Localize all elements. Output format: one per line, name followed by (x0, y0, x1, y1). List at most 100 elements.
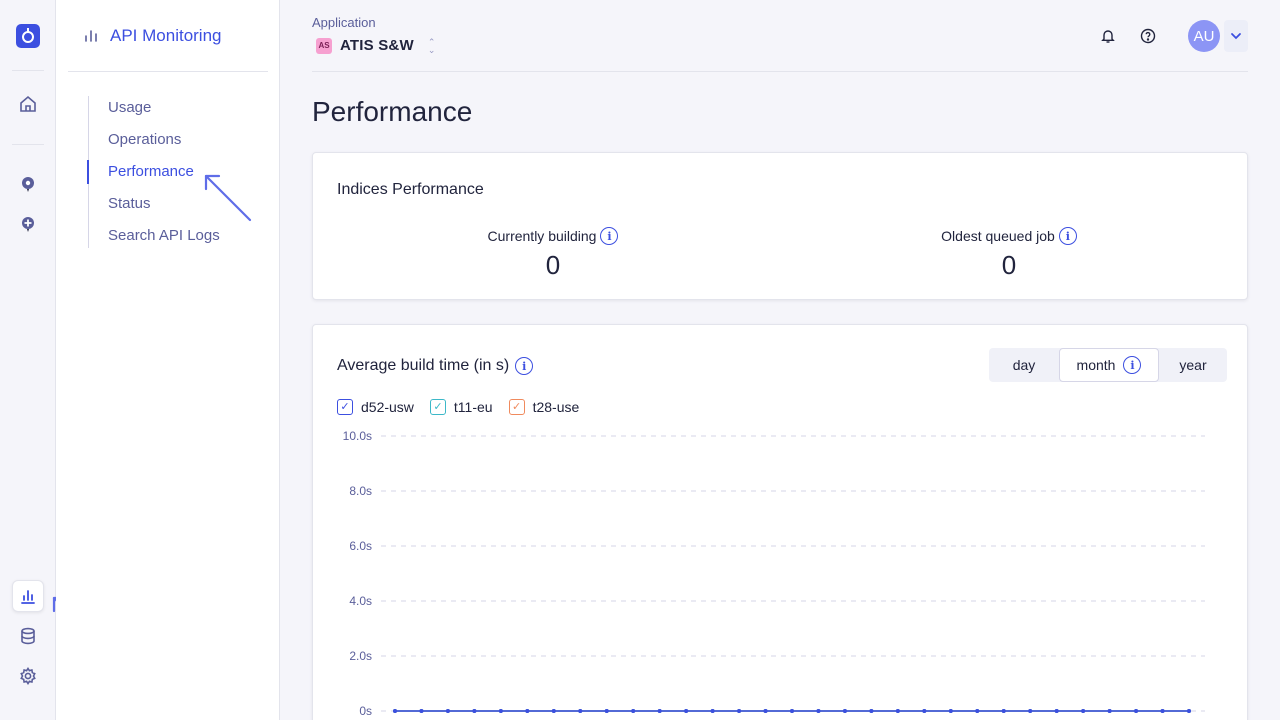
data-point-d52-usw (604, 709, 609, 713)
period-month-label: month (1076, 357, 1116, 373)
data-point-d52-usw (1081, 709, 1086, 713)
currently-building-metric: Currently building i 0 (403, 227, 703, 281)
data-point-d52-usw (657, 709, 662, 713)
indices-performance-card: Indices Performance Currently building i… (312, 152, 1248, 300)
data-point-d52-usw (445, 709, 450, 713)
y-tick-label: 8.0s (349, 484, 372, 498)
build-time-title-row: Average build time (in s) i (337, 357, 534, 375)
checkbox-check-icon[interactable]: ✓ (337, 399, 353, 415)
rail-divider (12, 144, 44, 145)
checkbox-check-icon[interactable]: ✓ (429, 399, 446, 415)
nav-active-indicator (87, 160, 89, 184)
data-point-d52-usw (1134, 709, 1139, 713)
sidebar-item-performance[interactable]: Performance (108, 163, 194, 180)
application-selector[interactable]: AS ATIS S&W ⌃ ⌄ (316, 37, 435, 54)
application-label: Application (312, 15, 376, 30)
section-sidebar: API Monitoring Usage Operations Performa… (56, 0, 280, 720)
data-point-d52-usw (895, 709, 900, 713)
oldest-queued-job-value: 0 (1001, 250, 1017, 280)
recommend-product-icon[interactable] (12, 208, 44, 240)
data-point-d52-usw (869, 709, 874, 713)
info-icon[interactable]: i (600, 227, 619, 245)
data-point-d52-usw (1187, 709, 1191, 713)
sidebar-title: API Monitoring (84, 26, 222, 46)
data-point-d52-usw (816, 709, 821, 713)
checkbox-check-icon[interactable]: ✓ (508, 399, 525, 415)
settings-icon[interactable] (12, 660, 44, 692)
data-point-d52-usw (763, 709, 768, 713)
sidebar-item-search-api-logs[interactable]: Search API Logs (108, 227, 220, 244)
app-logo[interactable] (16, 24, 40, 48)
legend-item-t11-eu[interactable]: ✓ t11-eu (429, 399, 493, 415)
data-point-d52-usw (578, 709, 583, 713)
app-rail (0, 0, 102, 720)
legend-label-t11-eu: t11-eu (453, 399, 493, 415)
indices-performance-title: Indices Performance (337, 181, 484, 198)
currently-building-value: 0 (545, 250, 561, 280)
help-icon[interactable] (1138, 26, 1158, 46)
period-selector: day month i year (989, 348, 1227, 382)
legend-label-t28-use: t28-use (532, 399, 580, 415)
chart-icon (85, 30, 97, 42)
chevron-down-icon[interactable] (1224, 20, 1248, 52)
api-monitoring-icon[interactable] (12, 580, 44, 612)
build-time-card: Average build time (in s) i day month i … (312, 324, 1248, 720)
data-point-d52-usw (975, 709, 980, 713)
search-product-icon[interactable] (12, 168, 44, 200)
data-point-d52-usw (1160, 709, 1165, 713)
home-icon[interactable] (12, 88, 44, 120)
bell-icon[interactable] (1098, 26, 1118, 46)
select-chevrons-icon: ⌃ ⌄ (427, 36, 436, 55)
data-point-d52-usw (737, 709, 742, 713)
page-title: Performance (312, 96, 473, 127)
data-point-d52-usw (419, 709, 424, 713)
period-year-button[interactable]: year (1179, 357, 1207, 373)
data-point-d52-usw (948, 709, 953, 713)
oldest-queued-job-label: Oldest queued job (941, 228, 1055, 244)
sidebar-item-operations[interactable]: Operations (108, 131, 182, 148)
avatar[interactable]: AU (1188, 20, 1220, 52)
info-icon[interactable]: i (515, 357, 534, 375)
data-point-d52-usw (551, 709, 556, 713)
data-point-d52-usw (498, 709, 503, 713)
currently-building-label: Currently building (487, 228, 597, 244)
info-icon[interactable]: i (1058, 227, 1077, 245)
info-icon[interactable]: i (1123, 356, 1142, 374)
chart-legend: ✓ d52-usw ✓ t11-eu ✓ t28-use (337, 399, 579, 415)
y-tick-label: 0s (359, 704, 372, 718)
period-month-button[interactable]: month i (1059, 348, 1159, 382)
y-tick-label: 4.0s (349, 594, 372, 608)
database-icon[interactable] (12, 620, 44, 652)
y-tick-label: 10.0s (343, 429, 372, 443)
data-point-d52-usw (684, 709, 689, 713)
sidebar-divider (68, 71, 268, 72)
data-point-d52-usw (1028, 709, 1033, 713)
data-point-d52-usw (710, 709, 715, 713)
legend-label-d52-usw: d52-usw (361, 399, 414, 415)
data-point-d52-usw (922, 709, 927, 713)
sidebar-item-usage[interactable]: Usage (108, 99, 152, 116)
data-point-d52-usw (1054, 709, 1059, 713)
sidebar-item-status[interactable]: Status (108, 195, 151, 212)
top-header: Application AS ATIS S&W ⌃ ⌄ AU (312, 0, 1248, 72)
data-point-d52-usw (525, 709, 530, 713)
sidebar-title-label: API Monitoring (110, 26, 222, 45)
y-tick-label: 2.0s (349, 649, 372, 663)
data-point-d52-usw (393, 709, 397, 713)
legend-item-d52-usw[interactable]: ✓ d52-usw (337, 399, 414, 415)
data-point-d52-usw (842, 709, 847, 713)
app-name: ATIS S&W (340, 37, 414, 54)
app-badge: AS (316, 37, 332, 54)
build-time-chart: 0s 2.0s 4.0s 6.0s 8.0s 10.0s (343, 429, 1205, 718)
data-point-d52-usw (631, 709, 636, 713)
data-point-d52-usw (790, 709, 794, 713)
legend-item-t28-use[interactable]: ✓ t28-use (508, 399, 580, 415)
pointer-arrow-sidebar (204, 174, 252, 222)
build-time-title: Average build time (in s) (337, 357, 510, 374)
oldest-queued-job-metric: Oldest queued job i 0 (859, 227, 1159, 281)
data-point-d52-usw (1001, 709, 1006, 713)
rail-divider (12, 70, 44, 71)
period-day-button[interactable]: day (1012, 357, 1036, 373)
y-tick-label: 6.0s (349, 539, 372, 553)
data-point-d52-usw (1107, 709, 1112, 713)
